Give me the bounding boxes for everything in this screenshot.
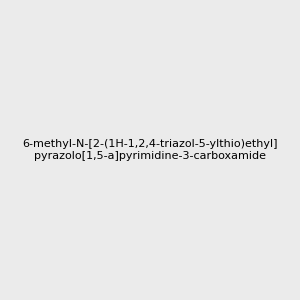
Text: 6-methyl-N-[2-(1H-1,2,4-triazol-5-ylthio)ethyl]
pyrazolo[1,5-a]pyrimidine-3-carb: 6-methyl-N-[2-(1H-1,2,4-triazol-5-ylthio… — [22, 139, 278, 161]
